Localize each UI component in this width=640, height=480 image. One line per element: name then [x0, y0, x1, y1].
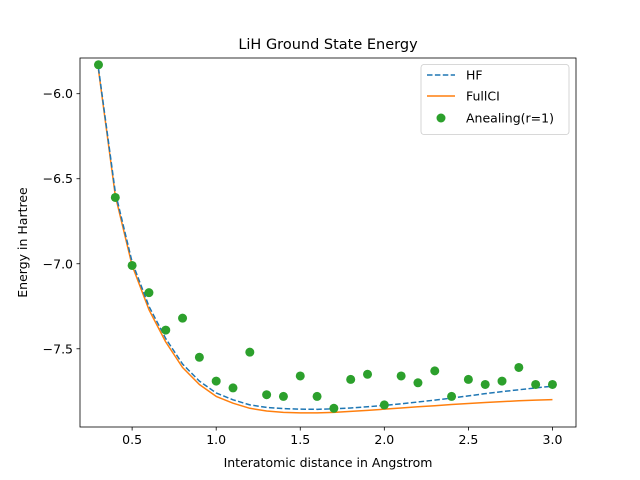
y-tick-label: −6.5	[43, 171, 73, 186]
annealing-point	[194, 352, 204, 362]
x-axis: 0.5 1.0 1.5 2.0 2.5 3.0	[122, 427, 562, 447]
annealing-point	[346, 374, 356, 384]
annealing-point	[396, 371, 406, 381]
annealing-point	[413, 378, 423, 388]
legend-annealing-label: Anealing(r=1)	[466, 111, 554, 126]
y-tick-label: −7.5	[43, 341, 73, 356]
annealing-point	[531, 379, 541, 389]
annealing-point	[178, 313, 188, 323]
annealing-point	[430, 366, 440, 376]
annealing-point	[447, 391, 457, 401]
annealing-point	[363, 369, 373, 379]
annealing-point	[262, 390, 272, 400]
annealing-point	[312, 391, 322, 401]
annealing-point	[211, 376, 221, 386]
annealing-point	[110, 192, 120, 202]
annealing-point	[278, 391, 288, 401]
x-tick-label: 3.0	[543, 432, 563, 447]
annealing-point	[93, 60, 103, 70]
annealing-point	[514, 362, 524, 372]
hf-line	[97, 68, 553, 411]
annealing-point	[295, 371, 305, 381]
annealing-point	[480, 379, 490, 389]
x-tick-label: 0.5	[122, 432, 142, 447]
x-tick-label: 2.5	[458, 432, 478, 447]
legend-annealing-marker	[436, 113, 446, 123]
legend-box	[420, 64, 570, 135]
annealing-point	[463, 374, 473, 384]
series-layer	[93, 60, 557, 414]
annealing-point	[161, 325, 171, 335]
y-axis: −7.5 −7.0 −6.5 −6.0	[43, 86, 80, 356]
legend: HF FullCI Anealing(r=1)	[420, 64, 570, 135]
annealing-point	[245, 347, 255, 357]
annealing-point	[144, 288, 154, 298]
annealing-point	[379, 400, 389, 410]
fullci-line	[97, 69, 553, 414]
annealing-point	[329, 403, 339, 413]
legend-fullci-label: FullCI	[466, 89, 500, 104]
x-tick-label: 1.0	[206, 432, 226, 447]
y-tick-label: −6.0	[43, 86, 73, 101]
chart-title: LiH Ground State Energy	[238, 37, 418, 53]
x-axis-label: Interatomic distance in Angstrom	[224, 455, 433, 470]
annealing-point	[547, 379, 557, 389]
legend-hf-label: HF	[466, 68, 483, 83]
annealing-point	[228, 383, 238, 393]
annealing-point	[127, 260, 137, 270]
y-axis-label: Energy in Hartree	[15, 187, 30, 298]
x-tick-label: 1.5	[290, 432, 310, 447]
x-tick-label: 2.0	[374, 432, 394, 447]
axes-frame	[79, 57, 577, 428]
y-tick-label: −7.0	[43, 256, 73, 271]
annealing-point	[497, 376, 507, 386]
